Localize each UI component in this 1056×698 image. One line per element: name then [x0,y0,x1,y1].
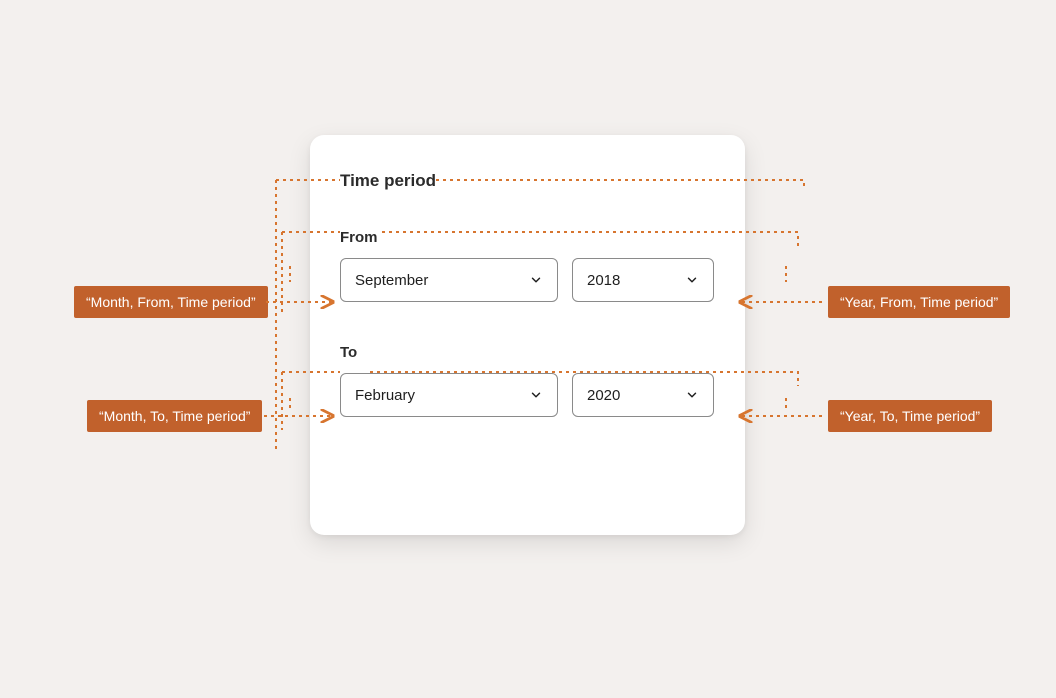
card-title: Time period [340,171,715,191]
annotation-year-to: “Year, To, Time period” [828,400,992,432]
from-row: September 2018 [340,258,715,302]
from-label: From [340,229,715,246]
chevron-down-icon [529,273,543,287]
from-month-select[interactable]: September [340,258,558,302]
to-month-select[interactable]: February [340,373,558,417]
chevron-down-icon [529,388,543,402]
from-year-value: 2018 [587,272,620,289]
chevron-down-icon [685,273,699,287]
time-period-card: Time period From September 2018 To Febru… [310,135,745,535]
chevron-down-icon [685,388,699,402]
to-month-value: February [355,387,415,404]
to-group: To February 2020 [340,344,715,417]
annotation-month-to: “Month, To, Time period” [87,400,262,432]
from-year-select[interactable]: 2018 [572,258,714,302]
annotation-year-from: “Year, From, Time period” [828,286,1010,318]
to-label: To [340,344,715,361]
to-year-select[interactable]: 2020 [572,373,714,417]
annotation-month-from: “Month, From, Time period” [74,286,268,318]
to-year-value: 2020 [587,387,620,404]
from-month-value: September [355,272,428,289]
to-row: February 2020 [340,373,715,417]
from-group: From September 2018 [340,229,715,302]
